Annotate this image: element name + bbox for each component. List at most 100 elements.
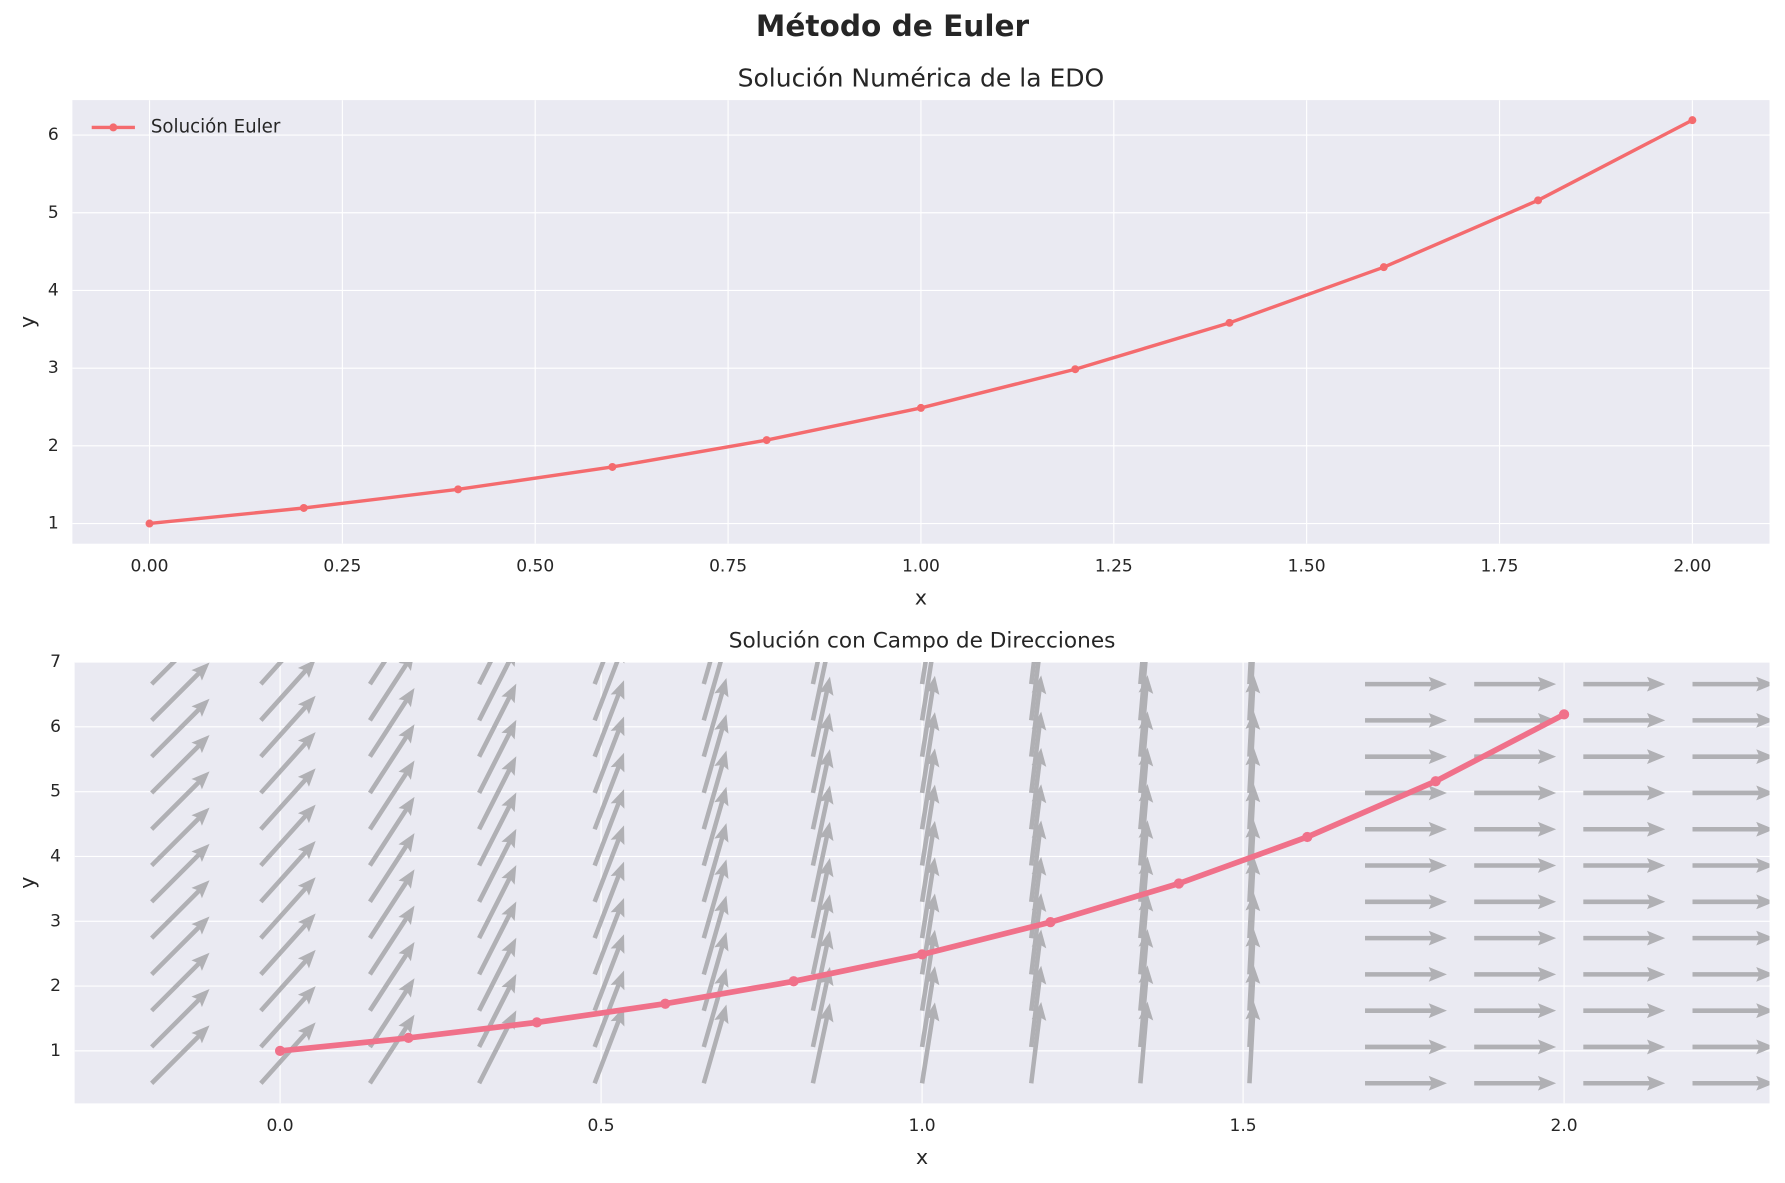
direction-arrow [919,662,928,685]
direction-arrow [701,931,729,1012]
direction-arrow [259,662,284,686]
direction-arrow [1247,662,1255,721]
point-marker [1379,263,1388,272]
x-axis-label: x [916,1145,928,1169]
direction-arrow [1245,892,1261,975]
point-marker [608,462,617,471]
direction-arrow [810,662,828,721]
direction-arrow [1474,785,1557,801]
direction-arrow [259,840,316,904]
direction-arrow [701,750,729,830]
direction-arrow [1474,821,1557,837]
direction-arrow [1245,965,1261,1048]
direction-arrow [1583,821,1666,837]
x-tick-label: 0.5 [588,1116,615,1136]
direction-arrow [919,929,940,1012]
direction-arrow [259,949,316,1013]
direction-arrow [1365,930,1447,946]
direction-arrow [1138,929,1154,1011]
direction-arrow [150,662,210,722]
direction-arrow [592,861,625,939]
direction-arrow [701,662,713,685]
point-marker [788,976,799,987]
direction-arrow [1029,784,1047,866]
point-marker [1225,318,1234,327]
direction-arrow [701,1004,729,1084]
direction-arrow [259,877,316,940]
direction-arrow [810,821,834,903]
direction-arrow [150,916,210,976]
direction-arrow [1692,749,1770,765]
direction-arrow [150,771,210,831]
y-axis-label: y [15,877,39,889]
direction-arrow [1365,858,1447,873]
direction-arrow [810,712,834,794]
y-tick-label: 6 [48,125,59,145]
direction-arrow [810,930,834,1012]
direction-arrow [919,784,940,866]
direction-arrow [1583,676,1666,692]
direction-arrow [150,662,177,686]
direction-arrow [1692,1003,1770,1019]
x-tick-label: 2.0 [1551,1116,1578,1136]
direction-arrow [592,1006,625,1085]
x-tick-label: 1.50 [1288,556,1326,576]
direction-arrow [1692,930,1770,946]
direction-arrow [477,662,493,686]
direction-arrow [1138,662,1145,685]
direction-arrow [150,880,210,940]
y-axis-label: y [15,316,39,328]
direction-arrow [1583,749,1666,765]
direction-arrow [477,901,517,976]
direction-arrow [1583,966,1666,982]
direction-arrow [919,712,940,794]
direction-arrow [150,698,210,759]
x-tick-label: 0.25 [323,556,361,576]
direction-arrow [259,1022,316,1085]
x-tick-label: 1.5 [1230,1116,1257,1136]
direction-arrow [1029,747,1047,830]
direction-arrow [1692,1075,1770,1091]
direction-arrow [1029,965,1047,1048]
direction-arrow [367,869,415,940]
point-marker [762,436,771,445]
direction-arrow [592,662,606,685]
direction-arrow [810,894,834,975]
point-marker [660,998,671,1009]
point-marker [916,403,925,412]
direction-arrow [1474,749,1557,765]
direction-arrow [150,843,210,904]
direction-arrow [367,905,415,976]
direction-arrow [1365,1039,1447,1055]
point-marker [1534,196,1543,205]
direction-arrow [1138,820,1154,903]
direction-arrow [259,732,316,795]
point-marker [531,1017,542,1028]
direction-arrow [1029,675,1047,757]
direction-arrow [810,785,834,866]
direction-arrow [810,676,834,758]
y-tick-label: 1 [50,1041,61,1061]
direction-arrow [1245,711,1261,794]
point-marker [1173,878,1184,889]
y-tick-label: 4 [50,846,61,866]
direction-arrow [701,714,729,794]
direction-arrow [477,719,517,794]
direction-arrow [701,662,723,721]
direction-arrow [259,768,316,831]
direction-arrow [592,897,625,976]
direction-arrow [1029,662,1037,685]
direction-arrow [1692,858,1770,873]
x-tick-label: 0.75 [709,556,747,576]
direction-arrow [592,789,625,867]
direction-arrow [1692,821,1770,837]
direction-arrow [701,823,729,903]
point-marker [1071,365,1080,374]
direction-arrow [1029,711,1047,794]
direction-arrow [1138,711,1154,794]
y-tick-label: 4 [48,280,59,300]
direction-arrow [1474,894,1557,910]
direction-arrow [150,735,210,795]
direction-arrow [592,680,625,758]
